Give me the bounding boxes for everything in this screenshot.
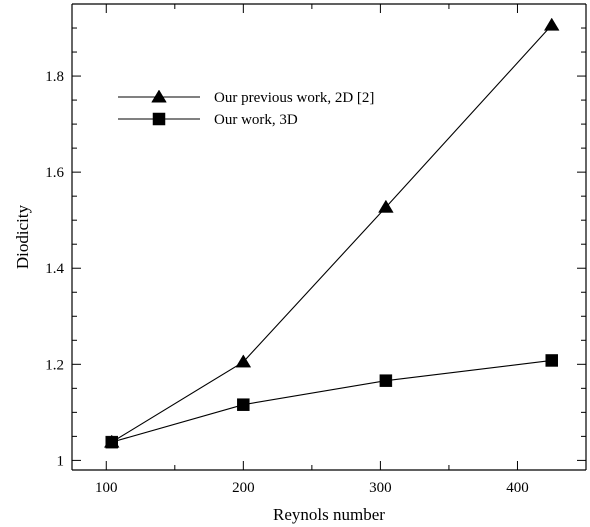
- x-tick-label: 400: [506, 480, 529, 496]
- y-tick-label: 1.2: [45, 357, 64, 373]
- series-line-1: [111, 24, 553, 443]
- y-tick-label: 1.6: [45, 165, 64, 181]
- triangle-data-point: [378, 199, 394, 213]
- square-data-point: [379, 374, 393, 387]
- y-axis-label: Diodicity: [13, 204, 32, 269]
- legend-triangle-marker: [151, 89, 167, 103]
- x-tick-label: 100: [95, 480, 118, 496]
- axes: [71, 3, 587, 471]
- legend-square-marker: [152, 112, 166, 126]
- series-group: [103, 17, 560, 449]
- legend: Our previous work, 2D [2] Our work, 3D: [118, 89, 374, 128]
- y-tick-label: 1: [57, 453, 65, 469]
- legend-label-2: Our work, 3D: [214, 112, 298, 128]
- triangle-data-point: [235, 354, 252, 368]
- series-line-2: [111, 359, 552, 443]
- x-tick-label: 300: [369, 480, 392, 496]
- legend-item-1: Our previous work, 2D [2]: [118, 89, 374, 106]
- y-tick-label: 1.8: [45, 69, 64, 85]
- ticks: 100 200 300 400 1 1.2 1.4 1.6 1.8: [45, 3, 587, 496]
- x-axis-label: Reynols number: [273, 505, 385, 524]
- legend-label-1: Our previous work, 2D [2]: [214, 90, 374, 106]
- square-data-point: [237, 398, 250, 411]
- y-tick-label: 1.4: [45, 261, 64, 277]
- x-tick-label: 200: [232, 480, 255, 496]
- square-data-point: [545, 354, 558, 367]
- square-data-point: [105, 435, 118, 449]
- triangle-data-point: [543, 17, 560, 31]
- legend-item-2: Our work, 3D: [118, 112, 298, 128]
